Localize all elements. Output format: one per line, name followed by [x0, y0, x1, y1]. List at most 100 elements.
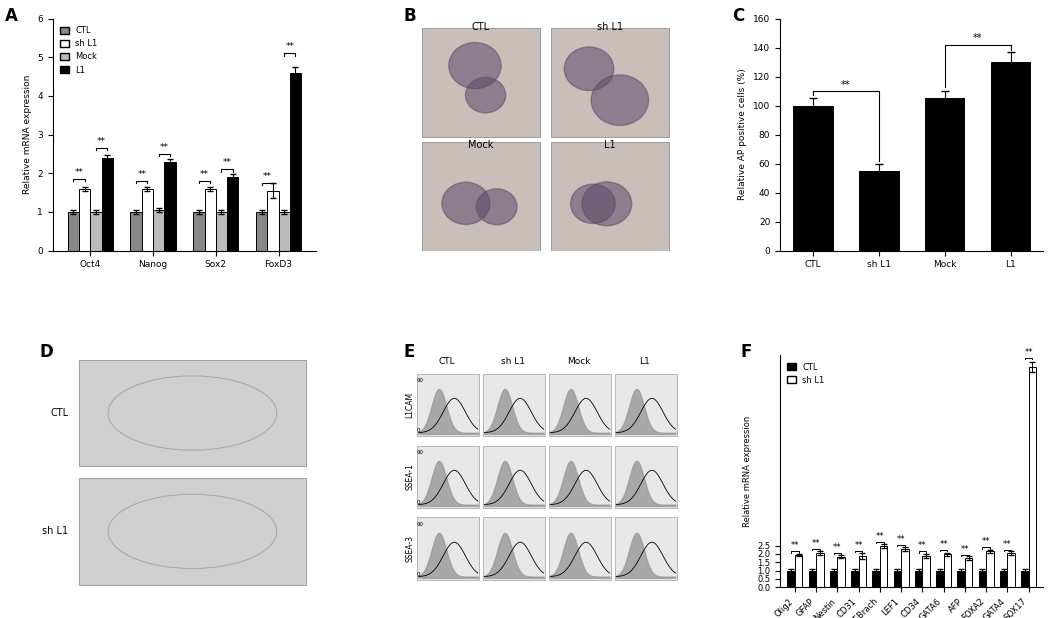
Bar: [1000, 570, 1008, 587]
Y-axis label: Relative AP positive cells (%): Relative AP positive cells (%): [739, 69, 747, 200]
Text: 90: 90: [416, 378, 424, 383]
FancyBboxPatch shape: [79, 478, 306, 585]
Circle shape: [570, 184, 616, 224]
Text: **: **: [222, 158, 232, 167]
Bar: [227, 177, 238, 251]
Text: A: A: [5, 7, 18, 25]
Text: sh L1: sh L1: [501, 357, 525, 366]
Bar: [837, 557, 844, 587]
Bar: [795, 555, 802, 587]
Circle shape: [466, 77, 506, 113]
Text: SSEA-1: SSEA-1: [405, 464, 414, 490]
Bar: [880, 546, 887, 587]
Text: **: **: [75, 168, 83, 177]
Text: 0: 0: [416, 428, 419, 433]
Bar: [925, 98, 964, 251]
Circle shape: [564, 47, 613, 91]
Bar: [142, 188, 153, 251]
Text: **: **: [982, 537, 991, 546]
Bar: [829, 570, 837, 587]
Bar: [991, 62, 1031, 251]
Text: 90: 90: [416, 450, 424, 455]
Bar: [987, 551, 994, 587]
Text: **: **: [1003, 540, 1012, 549]
Bar: [79, 188, 91, 251]
FancyBboxPatch shape: [417, 517, 479, 580]
Bar: [278, 212, 290, 251]
FancyBboxPatch shape: [616, 374, 677, 436]
Text: **: **: [876, 531, 884, 541]
Text: 0: 0: [416, 572, 419, 577]
Text: sh L1: sh L1: [42, 527, 69, 536]
Bar: [290, 73, 301, 251]
Bar: [164, 162, 176, 251]
Text: SSEA-3: SSEA-3: [405, 535, 414, 562]
Circle shape: [442, 182, 490, 224]
Text: CTL: CTL: [472, 22, 490, 32]
Bar: [67, 212, 79, 251]
Bar: [808, 570, 816, 587]
Text: **: **: [790, 541, 799, 551]
Legend: CTL, sh L1, Mock, L1: CTL, sh L1, Mock, L1: [57, 23, 101, 78]
Bar: [193, 212, 204, 251]
FancyBboxPatch shape: [551, 28, 669, 137]
FancyBboxPatch shape: [484, 446, 545, 508]
Bar: [1029, 366, 1036, 587]
Circle shape: [582, 182, 631, 226]
FancyBboxPatch shape: [551, 142, 669, 251]
Text: **: **: [918, 541, 926, 551]
Bar: [268, 191, 278, 251]
Text: **: **: [286, 43, 294, 51]
Text: D: D: [40, 344, 54, 362]
FancyBboxPatch shape: [422, 142, 541, 251]
Bar: [787, 570, 795, 587]
FancyBboxPatch shape: [417, 446, 479, 508]
FancyBboxPatch shape: [549, 446, 610, 508]
Text: L1: L1: [640, 357, 650, 366]
Bar: [873, 570, 880, 587]
Bar: [101, 158, 113, 251]
Text: Mock: Mock: [468, 140, 493, 150]
Text: 90: 90: [416, 522, 424, 527]
Text: 0: 0: [416, 500, 419, 505]
Bar: [922, 556, 930, 587]
Text: **: **: [855, 541, 863, 549]
Circle shape: [591, 75, 648, 125]
Text: **: **: [897, 535, 905, 544]
Bar: [943, 554, 951, 587]
FancyBboxPatch shape: [616, 517, 677, 580]
FancyBboxPatch shape: [616, 446, 677, 508]
Text: F: F: [741, 344, 752, 362]
Bar: [91, 212, 101, 251]
Bar: [256, 212, 268, 251]
FancyBboxPatch shape: [549, 517, 610, 580]
Text: **: **: [841, 80, 851, 90]
Bar: [1008, 553, 1015, 587]
Text: sh L1: sh L1: [597, 22, 623, 32]
Bar: [859, 171, 898, 251]
Bar: [859, 556, 866, 587]
Text: CTL: CTL: [51, 408, 69, 418]
FancyBboxPatch shape: [549, 374, 610, 436]
Text: E: E: [403, 344, 414, 362]
Text: B: B: [403, 7, 415, 25]
FancyBboxPatch shape: [484, 517, 545, 580]
Bar: [204, 188, 216, 251]
FancyBboxPatch shape: [422, 28, 541, 137]
Text: L1: L1: [604, 140, 616, 150]
Bar: [153, 210, 164, 251]
Text: C: C: [733, 7, 745, 25]
Y-axis label: Relative mRNA expression: Relative mRNA expression: [743, 415, 752, 527]
Bar: [915, 570, 922, 587]
Circle shape: [449, 43, 501, 88]
Bar: [901, 549, 909, 587]
Text: **: **: [973, 33, 982, 43]
Text: **: **: [97, 137, 106, 146]
Text: CTL: CTL: [438, 357, 455, 366]
Circle shape: [476, 189, 518, 225]
Text: **: **: [1024, 347, 1033, 357]
Bar: [216, 212, 227, 251]
Bar: [957, 570, 964, 587]
Text: Mock: Mock: [567, 357, 590, 366]
Bar: [131, 212, 142, 251]
